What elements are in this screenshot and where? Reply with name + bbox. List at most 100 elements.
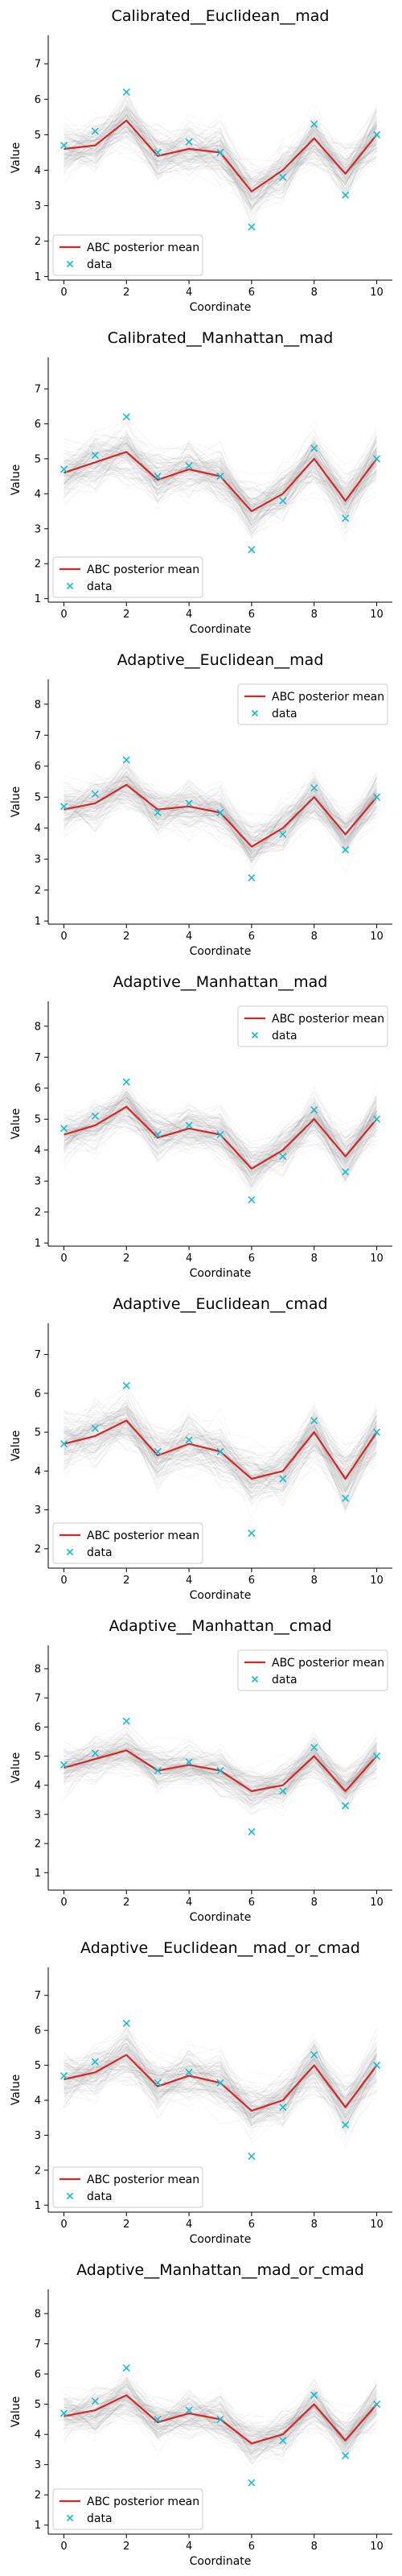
data-point-marker	[91, 1749, 99, 1757]
data-point-marker	[310, 2051, 318, 2059]
data-point-marker	[310, 784, 318, 792]
data-point-marker	[279, 830, 287, 838]
x-tick-label: 2	[123, 1253, 129, 1265]
y-tick-label: 7	[35, 384, 41, 396]
series-data-markers	[59, 1078, 381, 1203]
series-data-markers	[59, 2364, 381, 2487]
y-tick-label: 8	[35, 1663, 41, 1675]
y-tick-label: 8	[35, 699, 41, 711]
y-tick-label: 4	[35, 2429, 41, 2442]
data-point-marker	[279, 2437, 287, 2445]
legend-label-mean: ABC posterior mean	[272, 1657, 384, 1670]
data-point-marker	[310, 1417, 318, 1425]
y-tick-label: 3	[35, 200, 41, 213]
data-point-marker	[122, 88, 130, 97]
data-point-marker	[154, 148, 162, 156]
data-point-marker	[342, 191, 350, 199]
data-point-marker	[248, 1828, 256, 1836]
x-tick-label: 0	[60, 2541, 67, 2553]
x-axis-label: Coordinate	[190, 1589, 252, 1602]
chart-title: Adaptive__Euclidean__mad_or_cmad	[80, 1939, 360, 1957]
data-point-marker	[216, 148, 224, 156]
data-point-marker	[310, 1106, 318, 1114]
legend-label-data: data	[87, 258, 113, 271]
y-tick-label: 5	[35, 792, 41, 804]
axes	[44, 35, 392, 284]
data-point-marker	[122, 2019, 130, 2028]
data-point-marker	[372, 1752, 381, 1761]
data-point-marker	[154, 808, 162, 817]
y-tick-label: 2	[35, 2490, 41, 2502]
x-tick-label: 10	[370, 931, 384, 943]
data-point-marker	[154, 2415, 162, 2423]
data-point-marker	[59, 142, 68, 150]
data-point-marker	[154, 473, 162, 481]
axes	[44, 2289, 392, 2538]
data-point-marker	[342, 1802, 350, 1810]
x-tick-label: 10	[370, 287, 384, 299]
x-tick-label: 2	[123, 931, 129, 943]
y-tick-label: 7	[35, 1349, 41, 1361]
y-tick-label: 7	[35, 2339, 41, 2351]
y-tick-label: 8	[35, 1021, 41, 1033]
x-tick-label: 10	[370, 1253, 384, 1265]
x-tick-label: 2	[123, 1575, 129, 1587]
data-point-marker	[185, 2068, 193, 2076]
y-tick-label: 3	[35, 1176, 41, 1188]
legend-swatch-marker	[66, 2514, 74, 2522]
axes	[44, 1967, 392, 2216]
chart-title: Adaptive__Euclidean__mad	[117, 651, 324, 669]
data-point-marker	[279, 1152, 287, 1160]
y-tick-label: 4	[35, 2095, 41, 2107]
data-point-marker	[248, 1530, 256, 1538]
data-point-marker	[59, 1440, 68, 1448]
y-tick-label: 8	[35, 2309, 41, 2321]
y-tick-label: 5	[35, 2060, 41, 2072]
x-tick-label: 4	[186, 931, 192, 943]
y-tick-label: 6	[35, 761, 41, 773]
data-point-marker	[248, 873, 256, 881]
y-tick-label: 4	[35, 823, 41, 835]
data-point-marker	[248, 1195, 256, 1203]
series-data-markers	[59, 1381, 381, 1538]
legend-label-mean: ABC posterior mean	[87, 2496, 199, 2508]
data-point-marker	[154, 2079, 162, 2087]
y-axis-label: Value	[10, 1430, 23, 1461]
x-tick-label: 4	[186, 1897, 192, 1909]
x-tick-label: 4	[186, 2541, 192, 2553]
posterior-samples	[64, 418, 377, 543]
y-tick-label: 3	[35, 523, 41, 535]
x-axis-label: Coordinate	[190, 2555, 252, 2568]
data-point-marker	[122, 413, 130, 421]
axes	[44, 1323, 392, 1572]
y-tick-label: 2	[35, 1207, 41, 1219]
legend: ABC posterior mean data	[52, 234, 203, 276]
data-point-marker	[122, 1717, 130, 1725]
chart-title: Adaptive__Euclidean__cmad	[113, 1295, 327, 1313]
data-point-marker	[342, 514, 350, 522]
data-point-marker	[59, 1125, 68, 1133]
data-point-marker	[372, 455, 381, 463]
y-tick-label: 7	[35, 1990, 41, 2002]
y-axis-label: Value	[10, 464, 23, 495]
y-tick-label: 7	[35, 1693, 41, 1705]
data-point-marker	[59, 2409, 68, 2417]
data-point-marker	[342, 2451, 350, 2459]
y-tick-label: 5	[35, 2399, 41, 2411]
legend-label-mean: ABC posterior mean	[272, 1013, 384, 1026]
data-point-marker	[185, 1758, 193, 1766]
y-axis-label: Value	[10, 786, 23, 817]
x-tick-label: 8	[311, 609, 318, 621]
x-tick-label: 0	[60, 2219, 67, 2231]
x-tick-label: 10	[370, 2541, 384, 2553]
data-point-marker	[342, 1494, 350, 1502]
y-tick-label: 3	[35, 2130, 41, 2142]
axes	[44, 1645, 392, 1894]
legend-swatch-marker	[66, 1548, 74, 1556]
y-tick-label: 3	[35, 1505, 41, 1517]
data-point-marker	[59, 803, 68, 811]
y-tick-label: 5	[35, 1114, 41, 1126]
